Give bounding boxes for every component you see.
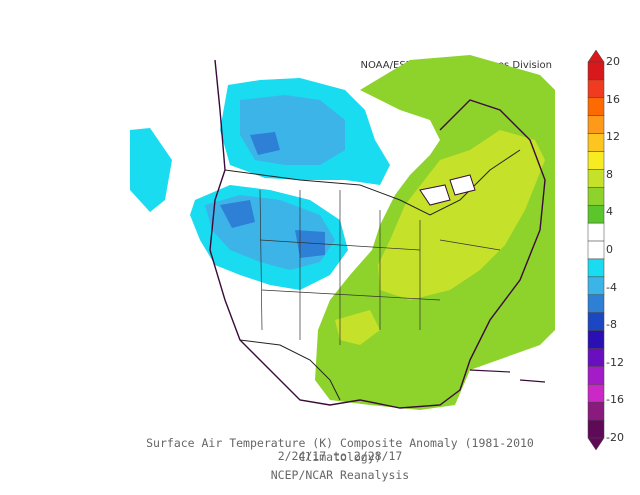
cold-anomaly-north-deep xyxy=(250,132,280,155)
colorbar-tick-label: 0 xyxy=(606,243,613,256)
colorbar-top-arrow xyxy=(587,50,605,63)
colorbar-tick-label: 4 xyxy=(606,205,613,219)
coastline xyxy=(209,59,546,409)
mexico-border xyxy=(239,339,341,401)
colorbar-tick-label: 20 xyxy=(606,55,620,68)
colorbar-tick-label: 8 xyxy=(606,167,613,181)
colorbar-cell xyxy=(587,169,605,188)
colorbar-cell xyxy=(587,294,605,313)
canada-border xyxy=(224,149,521,216)
colorbar-tick-label: -4 xyxy=(606,280,617,294)
colorbar-cell xyxy=(587,97,605,116)
great-lakes xyxy=(419,174,476,206)
colorbar-cell xyxy=(587,240,605,260)
colorbar-cell xyxy=(587,419,605,439)
caption-source: NCEP/NCAR Reanalysis xyxy=(270,468,410,482)
caribbean-islands xyxy=(469,369,546,383)
colorbar-bottom-arrow xyxy=(587,437,605,450)
caption-title: Surface Air Temperature (K) Composite An… xyxy=(146,436,534,464)
colorbar-cell xyxy=(587,133,605,152)
warm-anomaly-gulf xyxy=(335,310,380,345)
colorbar xyxy=(587,50,605,450)
colorbar-cell xyxy=(587,366,605,385)
colorbar-tick-label: 16 xyxy=(606,92,620,106)
colorbar-cell xyxy=(587,401,605,421)
colorbar-cell xyxy=(587,384,605,403)
cold-anomaly-west-deep xyxy=(220,200,325,258)
colorbar-tick-label: -20 xyxy=(606,431,624,444)
colorbar-tick-label: -16 xyxy=(606,393,624,407)
colorbar-cell xyxy=(587,258,605,278)
colorbar-cell xyxy=(587,79,605,99)
cold-anomaly-pacific xyxy=(130,128,172,212)
state-lines xyxy=(259,189,501,345)
colorbar-cell xyxy=(587,61,605,81)
colorbar-tick-label: -12 xyxy=(606,355,624,369)
colorbar-cell xyxy=(587,151,605,170)
colorbar-cell xyxy=(587,276,605,296)
colorbar-cell xyxy=(587,330,605,349)
colorbar-cell xyxy=(587,115,605,134)
colorbar-cell xyxy=(587,222,605,242)
colorbar-cell xyxy=(587,312,605,331)
caption-dates: 2/24/17 to 2/28/17 xyxy=(277,449,403,463)
colorbar-tick-label: -8 xyxy=(606,318,617,332)
colorbar-cell xyxy=(587,204,605,224)
colorbar-cell xyxy=(587,348,605,367)
colorbar-tick-label: 12 xyxy=(606,130,620,144)
colorbar-cell xyxy=(587,187,605,206)
